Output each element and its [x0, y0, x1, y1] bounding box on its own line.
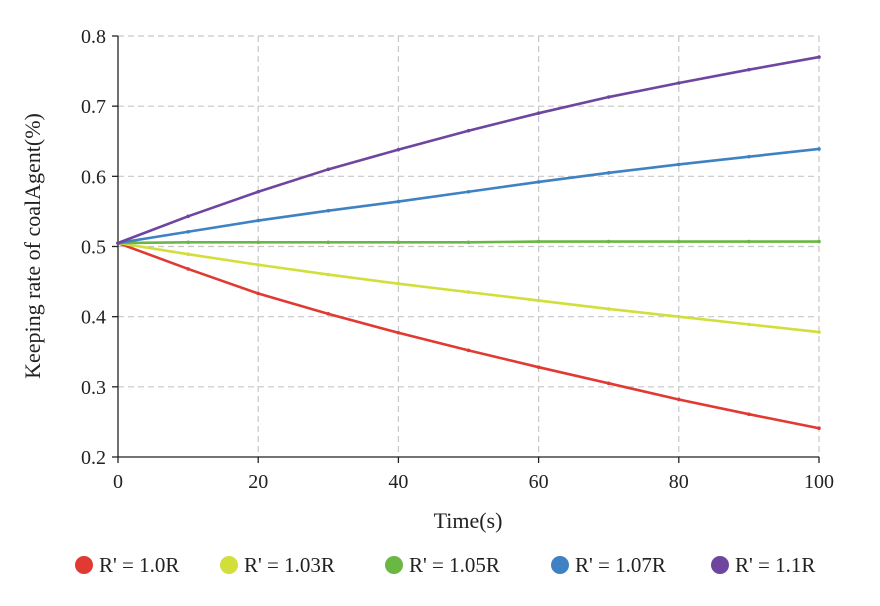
data-point: [396, 147, 401, 152]
data-point: [466, 348, 471, 353]
legend-swatch: [75, 556, 93, 574]
y-tick-label: 0.4: [81, 307, 106, 329]
data-point: [747, 322, 751, 327]
series-4: [116, 147, 821, 245]
y-tick-label: 0.7: [81, 96, 106, 118]
legend-swatch: [220, 556, 238, 574]
series-1: [116, 241, 821, 431]
y-tick-label: 0.3: [81, 377, 106, 399]
data-point: [396, 199, 401, 204]
data-point: [326, 272, 331, 277]
series-line: [116, 241, 821, 334]
legend-item: R' = 1.03R: [220, 553, 335, 577]
data-point: [747, 67, 751, 72]
legend-label: R' = 1.1R: [735, 553, 815, 577]
data-point: [186, 267, 190, 271]
legend-item: R' = 1.05R: [385, 553, 500, 577]
legend-label: R' = 1.05R: [409, 553, 500, 577]
data-point: [466, 290, 471, 294]
series-5: [116, 55, 821, 245]
data-point: [606, 381, 611, 386]
grid-layer: [118, 35, 820, 457]
data-point: [817, 426, 821, 431]
legend-label: R' = 1.03R: [244, 553, 335, 577]
x-tick-label: 100: [804, 471, 834, 493]
data-point: [326, 240, 331, 245]
x-tick-label: 80: [669, 471, 689, 493]
data-point: [186, 229, 190, 234]
data-point: [747, 412, 751, 416]
data-point: [606, 307, 611, 311]
legend-swatch: [385, 556, 403, 574]
series-line: [116, 55, 821, 245]
legend-item: R' = 1.07R: [551, 553, 666, 577]
data-point: [256, 218, 261, 223]
data-point: [466, 240, 471, 245]
series-layer: [116, 55, 821, 431]
data-point: [256, 262, 261, 267]
x-tick-label: 40: [388, 471, 408, 493]
data-point: [817, 330, 821, 334]
legend-swatch: [711, 556, 729, 574]
legend: R' = 1.0R R' = 1.03R R' = 1.05R R' = 1.07R R…: [75, 553, 815, 577]
data-point: [536, 239, 541, 244]
series-2: [116, 241, 821, 334]
data-point: [186, 252, 190, 257]
legend-swatch: [551, 556, 569, 574]
data-point: [186, 214, 190, 219]
x-tick-label: 20: [248, 471, 268, 493]
x-tick-layer: 0 20 40 60 80 100: [113, 457, 834, 493]
data-point: [256, 291, 261, 296]
series-3: [116, 239, 821, 245]
data-point: [817, 55, 821, 59]
x-tick-label: 0: [113, 471, 123, 493]
data-point: [326, 312, 331, 316]
data-point: [536, 298, 541, 303]
data-point: [536, 180, 541, 184]
data-point: [747, 154, 751, 159]
data-point: [606, 171, 611, 175]
x-tick-label: 60: [529, 471, 549, 493]
data-point: [466, 128, 471, 133]
y-tick-label: 0.8: [81, 26, 106, 48]
data-point: [326, 208, 331, 213]
legend-label: R' = 1.07R: [575, 553, 666, 577]
data-point: [606, 95, 611, 99]
data-point: [677, 81, 681, 85]
data-point: [817, 239, 821, 244]
y-tick-layer: 0.2 0.3 0.4 0.5 0.6 0.7 0.8: [81, 26, 118, 469]
data-point: [536, 365, 541, 369]
data-point: [116, 241, 120, 245]
data-point: [677, 162, 681, 167]
data-point: [396, 331, 401, 335]
data-point: [536, 111, 541, 115]
legend-item: R' = 1.0R: [75, 553, 179, 577]
data-point: [677, 397, 681, 402]
data-point: [677, 314, 681, 319]
data-point: [326, 167, 331, 172]
y-axis-title: Keeping rate of coalAgent(%): [20, 113, 45, 379]
data-point: [747, 239, 751, 244]
data-point: [256, 189, 261, 194]
legend-label: R' = 1.0R: [99, 553, 179, 577]
y-tick-label: 0.2: [81, 447, 106, 469]
data-point: [466, 189, 471, 194]
y-tick-label: 0.5: [81, 237, 106, 259]
data-point: [256, 240, 261, 245]
data-point: [606, 239, 611, 244]
data-point: [396, 240, 401, 245]
data-point: [677, 239, 681, 244]
legend-item: R' = 1.1R: [711, 553, 815, 577]
series-line: [116, 241, 821, 430]
series-line: [116, 147, 821, 245]
data-point: [186, 240, 190, 245]
data-point: [817, 147, 821, 151]
y-tick-label: 0.6: [81, 166, 106, 188]
data-point: [396, 281, 401, 286]
x-axis-title: Time(s): [434, 508, 503, 533]
